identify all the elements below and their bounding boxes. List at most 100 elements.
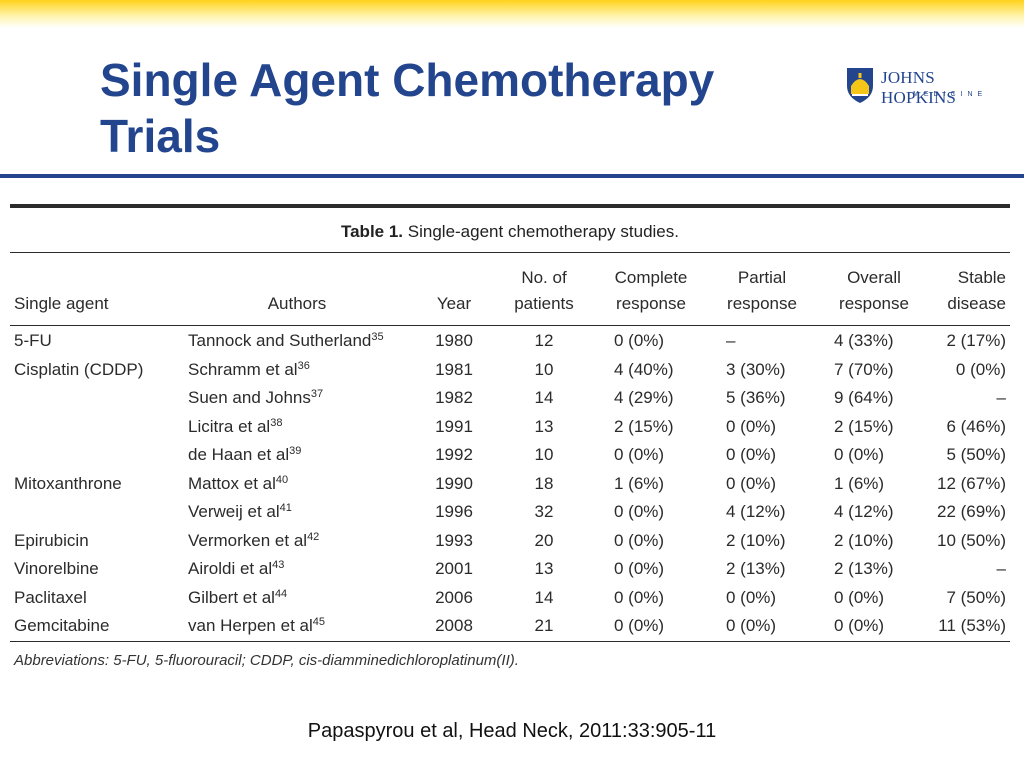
cell-patients: 18: [534, 473, 554, 493]
reference-number: 39: [289, 445, 302, 457]
header-patients-line-1: No. of: [521, 268, 567, 287]
cell-complete: 0 (0%): [614, 616, 665, 635]
dome-shield-icon: [847, 68, 873, 103]
cell-complete: 0 (0%): [614, 502, 665, 521]
cell-patients: 20: [534, 530, 554, 550]
table-caption-text: Single-agent chemotherapy studies.: [407, 222, 679, 241]
table-row: Vinorelbine Airoldi et al43 2001 13 0 (0%) 2 …: [10, 555, 1010, 584]
cell-year: 1982: [435, 388, 473, 407]
cell-author: van Herpen et al45: [178, 612, 416, 641]
reference-number: 42: [307, 530, 320, 543]
cell-year: 1992: [435, 445, 473, 464]
header-agent: Single agent: [14, 294, 109, 313]
table-row: Epirubicin Vermorken et al42 1993 20 0 (0%) 2…: [10, 527, 1010, 556]
cell-overall: 2 (13%): [834, 559, 894, 578]
cell-author: Verweij et al41: [178, 498, 416, 527]
logo-wordmark: JOHNS HOPKINS: [881, 68, 957, 107]
cell-year: 1993: [435, 530, 473, 550]
cell-patients: 32: [534, 502, 554, 521]
cell-author: Licitra et al38: [178, 413, 416, 442]
cell-patients: 10: [534, 359, 554, 379]
slide-title: Single Agent Chemotherapy Trials: [100, 52, 820, 164]
cell-patients: 10: [534, 445, 554, 464]
cell-overall: 9 (64%): [834, 388, 894, 407]
cell-agent: Mitoxanthrone: [14, 473, 122, 493]
cell-author: Vermorken et al42: [178, 527, 416, 556]
cell-stable: 12 (67%): [937, 473, 1006, 493]
cell-overall: 4 (33%): [834, 331, 894, 350]
cell-year: 1990: [435, 473, 473, 493]
table-bottom-rule: [10, 640, 1010, 642]
cell-agent: Paclitaxel: [14, 587, 87, 607]
top-accent-bar: [0, 0, 1024, 28]
reference-number: 43: [272, 559, 285, 571]
cell-complete: 0 (0%): [614, 445, 665, 464]
cell-partial: 0 (0%): [726, 616, 777, 635]
author-name: Verweij et al: [188, 502, 280, 521]
cell-stable: 0 (0%): [955, 359, 1006, 379]
cell-overall: 7 (70%): [834, 359, 894, 379]
cell-stable: 6 (46%): [946, 416, 1006, 436]
author-name: Gilbert et al: [188, 587, 275, 607]
reference-number: 40: [275, 473, 289, 486]
cell-partial: 0 (0%): [726, 587, 777, 607]
study-table: Table 1. Single-agent chemotherapy studi…: [10, 204, 1010, 669]
author-name: de Haan et al: [188, 445, 290, 464]
slide-title-line-2: Trials: [100, 110, 221, 162]
cell-stable: 2 (17%): [946, 331, 1006, 350]
cell-stable: –: [996, 388, 1006, 407]
table-row: 5-FU Tannock and Sutherland35 1980 12 0 (0%)…: [10, 327, 1010, 356]
author-name: van Herpen et al: [188, 616, 313, 635]
header-year: Year: [436, 294, 472, 313]
cell-partial: 4 (12%): [726, 502, 786, 521]
table-caption: Table 1. Single-agent chemotherapy studi…: [10, 208, 1010, 252]
table-row: Paclitaxel Gilbert et al44 2006 14 0 (0%) 0 (…: [10, 584, 1010, 613]
header-authors: Authors: [267, 294, 327, 313]
cell-author: Tannock and Sutherland35: [178, 327, 416, 356]
table-row: Mitoxanthrone Mattox et al40 1990 18 1 (6%) 0…: [10, 470, 1010, 499]
cell-partial: 0 (0%): [726, 445, 777, 464]
cell-complete: 1 (6%): [614, 473, 665, 493]
title-divider: [0, 174, 1024, 178]
cell-overall: 0 (0%): [834, 587, 885, 607]
cell-complete: 0 (0%): [614, 530, 665, 550]
table-row: de Haan et al39 1992 10 0 (0%) 0 (0%) 0 (0%) 5…: [10, 441, 1010, 470]
table-row: Verweij et al41 1996 32 0 (0%) 4 (12%) 4 (12%…: [10, 498, 1010, 527]
reference-number: 41: [279, 502, 292, 514]
cell-complete: 0 (0%): [614, 587, 665, 607]
cell-overall: 1 (6%): [834, 473, 885, 493]
cell-agent: Vinorelbine: [14, 559, 99, 578]
header-complete-line-2: response: [616, 294, 686, 313]
table-row: Cisplatin (CDDP) Schramm et al36 1981 10 4 (…: [10, 356, 1010, 385]
cell-year: 1980: [435, 331, 473, 350]
header-partial: Partial response: [706, 253, 818, 326]
cell-stable: –: [996, 559, 1006, 578]
cell-year: 2006: [435, 587, 473, 607]
cell-complete: 2 (15%): [614, 416, 674, 436]
header-separator: [10, 325, 1010, 327]
cell-complete: 0 (0%): [614, 559, 665, 578]
cell-author: de Haan et al39: [178, 441, 416, 470]
slide-title-line-1: Single Agent Chemotherapy: [100, 54, 715, 106]
table-row: Gemcitabine van Herpen et al45 2008 21 0 (0%…: [10, 612, 1010, 641]
table-row: Licitra et al38 1991 13 2 (15%) 0 (0%) 2 (15%…: [10, 413, 1010, 442]
cell-author: Gilbert et al44: [178, 584, 416, 613]
cell-year: 1996: [435, 502, 473, 521]
header-stable: Stable disease: [930, 253, 1010, 326]
cell-year: 2001: [435, 559, 473, 578]
cell-stable: 11 (53%): [938, 616, 1006, 635]
author-name: Schramm et al: [188, 359, 298, 379]
header-partial-line-1: Partial: [737, 268, 787, 287]
header-overall-line-1: Overall: [847, 268, 901, 287]
cell-partial: 0 (0%): [726, 473, 777, 493]
author-name: Tannock and Sutherland: [188, 331, 372, 350]
reference-number: 44: [274, 587, 288, 600]
cell-partial: –: [726, 331, 736, 350]
table-body: 5-FU Tannock and Sutherland35 1980 12 0 (0%)…: [10, 325, 1010, 641]
cell-overall: 2 (10%): [834, 530, 894, 550]
author-name: Suen and Johns: [188, 388, 311, 407]
reference-number: 45: [312, 616, 325, 628]
cell-partial: 0 (0%): [726, 416, 777, 436]
header-overall-line-2: response: [839, 294, 909, 313]
cell-patients: 13: [534, 559, 554, 578]
